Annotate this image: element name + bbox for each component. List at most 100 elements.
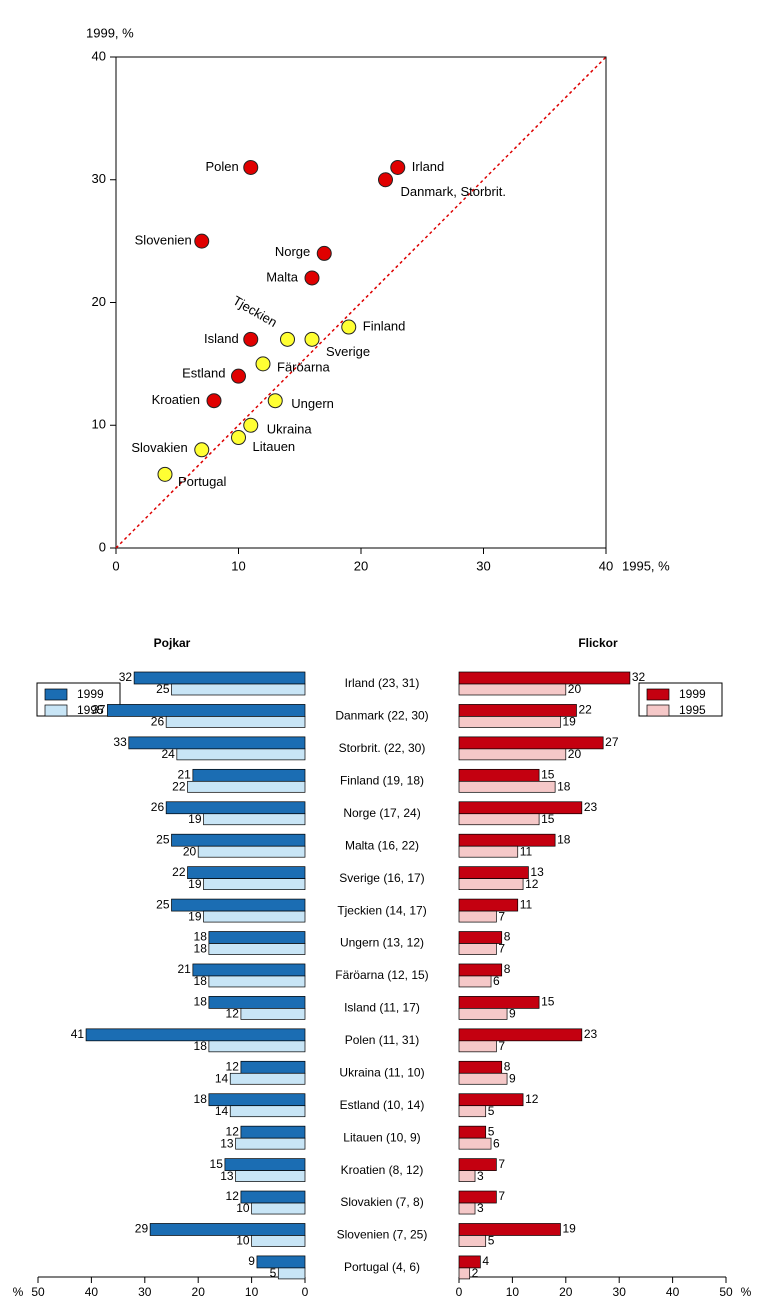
value-label: 14 (215, 1071, 229, 1085)
x-tick-label: 10 (245, 1285, 259, 1299)
point (206, 393, 222, 409)
category-label: Storbrit. (22, 30) (339, 741, 426, 755)
value-label: 23 (584, 1027, 598, 1041)
bar (458, 1202, 476, 1215)
bar (208, 931, 306, 944)
category-label: Norge (17, 24) (343, 806, 420, 820)
bar (171, 683, 306, 696)
y-tick-label: 40 (92, 48, 106, 63)
point (194, 233, 210, 249)
legend-label: 1995 (679, 703, 706, 717)
x-tick-label: 10 (506, 1285, 520, 1299)
category-label: Island (11, 17) (344, 1001, 420, 1015)
value-label: 20 (568, 747, 582, 761)
value-label: 5 (488, 1234, 495, 1248)
legend-label: 1999 (679, 687, 706, 701)
butterfly-chart: Irland (23, 31) Danmark (22, 30) Storbrit.… (13, 636, 752, 1299)
x-tick-label: 10 (231, 558, 245, 573)
bar (458, 931, 503, 944)
value-label: 29 (135, 1222, 149, 1236)
category-label: Finland (19, 18) (340, 773, 424, 787)
point-label: Ukraina (267, 422, 313, 437)
value-label: 13 (530, 865, 544, 879)
category-label: Färöarna (12, 15) (335, 968, 428, 982)
value-label: 32 (632, 670, 646, 684)
x-tick-label: 40 (85, 1285, 99, 1299)
bar (187, 866, 306, 879)
value-label: 4 (482, 1254, 489, 1268)
bar (235, 1137, 306, 1150)
point-label: Norge (275, 244, 310, 259)
value-label: 5 (270, 1266, 277, 1280)
bar (458, 716, 561, 728)
category-label: Kroatien (8, 12) (341, 1163, 424, 1177)
value-label: 20 (568, 682, 582, 696)
category-label: Slovenien (7, 25) (337, 1228, 428, 1242)
point-label: Tjeckien (230, 293, 279, 330)
value-label: 19 (188, 909, 202, 923)
bar (240, 1008, 306, 1020)
bar (187, 780, 306, 793)
legend-swatch (44, 688, 68, 701)
bar (458, 748, 567, 761)
value-label: 2 (472, 1266, 479, 1280)
value-label: 15 (541, 812, 555, 826)
bar (458, 736, 604, 750)
bar (107, 704, 306, 717)
x-tick-label: 0 (456, 1285, 463, 1299)
point-label: Kroatien (152, 392, 200, 407)
bar (203, 813, 306, 826)
value-label: 15 (541, 767, 555, 781)
bar (458, 1125, 487, 1139)
value-label: 18 (194, 1039, 208, 1053)
bar (208, 1040, 306, 1053)
bar (458, 813, 540, 826)
bar (229, 1105, 306, 1118)
bar (277, 1267, 306, 1280)
value-label: 7 (498, 1039, 505, 1053)
value-label: 12 (226, 1059, 240, 1073)
bar (458, 910, 497, 923)
value-label: 7 (498, 909, 505, 923)
x-tick-label: 40 (599, 558, 613, 573)
category-label: Tjeckien (14, 17) (337, 903, 426, 917)
bar (458, 780, 556, 793)
x-tick-label: 30 (138, 1285, 152, 1299)
point (316, 245, 332, 261)
bar (458, 1008, 508, 1020)
category-label: Portugal (4, 6) (344, 1260, 420, 1274)
bar (176, 748, 306, 761)
bar (229, 1072, 306, 1085)
bar (251, 1202, 306, 1215)
bar (458, 1223, 561, 1236)
bar (458, 1137, 492, 1150)
value-label: 22 (578, 703, 592, 717)
value-label: 11 (520, 897, 533, 911)
bar (85, 1028, 306, 1042)
bar (128, 736, 306, 750)
bar (197, 845, 306, 858)
bar (256, 1255, 306, 1269)
value-label: 19 (562, 715, 576, 729)
value-label: 33 (113, 735, 127, 749)
bar (240, 1125, 306, 1139)
value-label: 13 (220, 1169, 234, 1183)
bar (165, 801, 306, 815)
category-label: Malta (16, 22) (345, 838, 419, 852)
bar (458, 768, 540, 782)
point-label: Malta (266, 269, 299, 284)
value-label: 12 (525, 1092, 539, 1106)
point-label: Litauen (253, 439, 296, 454)
value-label: 13 (220, 1136, 234, 1150)
bar (203, 910, 306, 923)
x-axis-unit: % (741, 1285, 752, 1299)
category-label: Ungern (13, 12) (340, 936, 424, 950)
point-label: Danmark, Storbrit. (401, 184, 506, 199)
bar (240, 1190, 306, 1204)
bar (458, 878, 524, 890)
value-label: 19 (562, 1222, 576, 1236)
legend-label: 1995 (77, 703, 104, 717)
bar (165, 716, 306, 728)
x-tick-label: 0 (112, 558, 119, 573)
